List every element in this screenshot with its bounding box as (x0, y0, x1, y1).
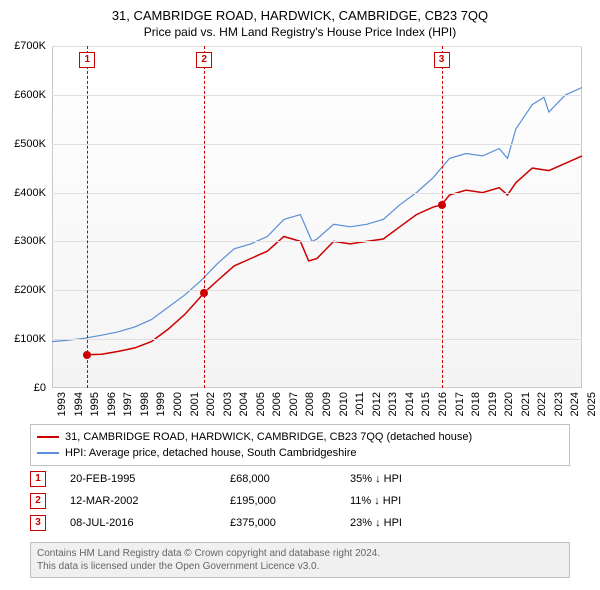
x-axis-label: 2001 (189, 392, 201, 416)
license-line-1: Contains HM Land Registry data © Crown c… (37, 547, 563, 560)
x-axis-label: 2005 (255, 392, 267, 416)
y-axis-label: £500K (14, 138, 46, 150)
x-axis-label: 2009 (321, 392, 333, 416)
x-axis-label: 1997 (122, 392, 134, 416)
series-hpi (52, 88, 582, 342)
x-axis-label: 2021 (520, 392, 532, 416)
transaction-price: £68,000 (230, 473, 350, 485)
gridline-h (52, 46, 582, 47)
event-marker-badge: 1 (79, 52, 95, 68)
x-axis-label: 2008 (304, 392, 316, 416)
legend-box: 31, CAMBRIDGE ROAD, HARDWICK, CAMBRIDGE,… (30, 424, 570, 466)
transaction-price: £375,000 (230, 517, 350, 529)
y-axis-label: £200K (14, 284, 46, 296)
legend-label: 31, CAMBRIDGE ROAD, HARDWICK, CAMBRIDGE,… (65, 431, 472, 443)
x-axis-label: 2023 (553, 392, 565, 416)
license-line-2: This data is licensed under the Open Gov… (37, 560, 563, 573)
transaction-diff: 23% ↓ HPI (350, 517, 470, 529)
chart-subtitle: Price paid vs. HM Land Registry's House … (0, 23, 600, 39)
x-axis-label: 2002 (205, 392, 217, 416)
x-axis-label: 2012 (371, 392, 383, 416)
gridline-h (52, 144, 582, 145)
x-axis-label: 2015 (420, 392, 432, 416)
transaction-row: 3 08-JUL-2016£375,00023% ↓ HPI (30, 512, 470, 534)
gridline-h (52, 193, 582, 194)
transaction-row: 2 12-MAR-2002£195,00011% ↓ HPI (30, 490, 470, 512)
event-marker-badge: 2 (196, 52, 212, 68)
x-axis-label: 1998 (139, 392, 151, 416)
x-axis-label: 1993 (56, 392, 68, 416)
gridline-h (52, 290, 582, 291)
gridline-h (52, 241, 582, 242)
transaction-table: 1 20-FEB-1995£68,00035% ↓ HPI 2 12-MAR-2002… (30, 468, 470, 534)
x-axis-label: 1996 (106, 392, 118, 416)
event-marker-line (442, 46, 443, 388)
event-marker-badge: 3 (434, 52, 450, 68)
y-axis-label: £300K (14, 235, 46, 247)
chart-title: 31, CAMBRIDGE ROAD, HARDWICK, CAMBRIDGE,… (0, 0, 600, 23)
legend-item: HPI: Average price, detached house, Sout… (37, 445, 563, 461)
x-axis-label: 2016 (437, 392, 449, 416)
y-axis-label: £600K (14, 89, 46, 101)
transaction-price: £195,000 (230, 495, 350, 507)
event-marker-dot (83, 351, 91, 359)
x-axis-label: 2017 (454, 392, 466, 416)
event-marker-line (204, 46, 205, 388)
x-axis-label: 2024 (569, 392, 581, 416)
gridline-h (52, 339, 582, 340)
transaction-badge: 1 (30, 471, 46, 487)
transaction-row: 1 20-FEB-1995£68,00035% ↓ HPI (30, 468, 470, 490)
x-axis-label: 2000 (172, 392, 184, 416)
transaction-diff: 35% ↓ HPI (350, 473, 470, 485)
x-axis-label: 2018 (470, 392, 482, 416)
transaction-badge: 3 (30, 515, 46, 531)
y-axis-label: £400K (14, 187, 46, 199)
chart-container: 31, CAMBRIDGE ROAD, HARDWICK, CAMBRIDGE,… (0, 0, 600, 590)
event-marker-line (87, 46, 88, 388)
x-axis-label: 2020 (503, 392, 515, 416)
event-marker-dot (200, 289, 208, 297)
license-box: Contains HM Land Registry data © Crown c… (30, 542, 570, 578)
y-axis-label: £700K (14, 40, 46, 52)
x-axis-label: 2004 (238, 392, 250, 416)
transaction-date: 20-FEB-1995 (70, 473, 230, 485)
x-axis-label: 2003 (222, 392, 234, 416)
x-axis-label: 2013 (387, 392, 399, 416)
legend-swatch (37, 452, 59, 454)
x-axis-label: 2011 (354, 392, 366, 416)
event-marker-dot (438, 201, 446, 209)
y-axis-label: £0 (34, 382, 46, 394)
chart-svg (52, 46, 582, 388)
x-axis-label: 1995 (89, 392, 101, 416)
transaction-badge: 2 (30, 493, 46, 509)
x-axis-label: 2010 (338, 392, 350, 416)
legend-label: HPI: Average price, detached house, Sout… (65, 447, 356, 459)
transaction-diff: 11% ↓ HPI (350, 495, 470, 507)
transaction-date: 08-JUL-2016 (70, 517, 230, 529)
x-axis-label: 1994 (73, 392, 85, 416)
legend-swatch (37, 436, 59, 438)
plot-area: £0£100K£200K£300K£400K£500K£600K£700K199… (52, 46, 582, 388)
x-axis-label: 2006 (271, 392, 283, 416)
transaction-date: 12-MAR-2002 (70, 495, 230, 507)
x-axis-label: 2022 (536, 392, 548, 416)
legend-item: 31, CAMBRIDGE ROAD, HARDWICK, CAMBRIDGE,… (37, 429, 563, 445)
y-axis-label: £100K (14, 333, 46, 345)
x-axis-label: 2025 (586, 392, 598, 416)
gridline-h (52, 95, 582, 96)
series-property (87, 156, 582, 355)
x-axis-label: 2007 (288, 392, 300, 416)
x-axis-label: 2014 (404, 392, 416, 416)
x-axis-label: 2019 (487, 392, 499, 416)
x-axis-label: 1999 (155, 392, 167, 416)
